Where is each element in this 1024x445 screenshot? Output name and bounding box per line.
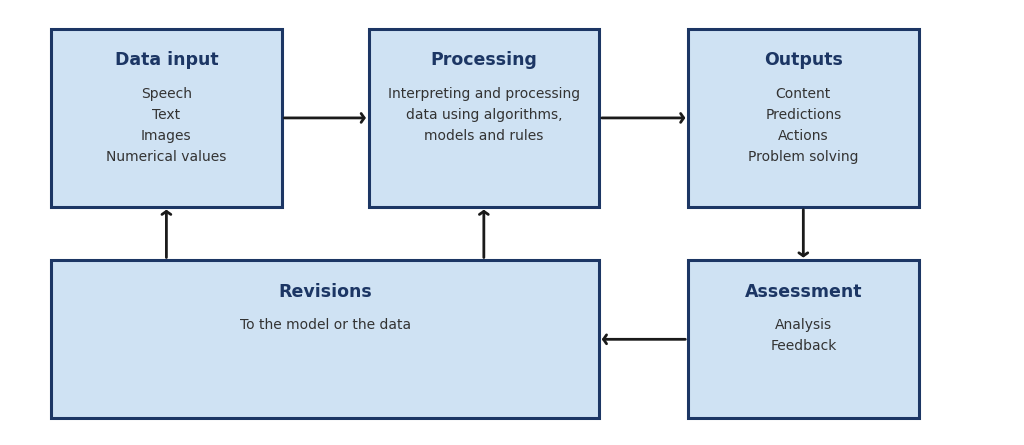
- FancyBboxPatch shape: [688, 29, 919, 207]
- FancyBboxPatch shape: [51, 29, 282, 207]
- Text: Analysis
Feedback: Analysis Feedback: [770, 318, 837, 353]
- FancyBboxPatch shape: [51, 260, 599, 418]
- FancyBboxPatch shape: [369, 29, 599, 207]
- Text: Assessment: Assessment: [744, 283, 862, 300]
- Text: Speech
Text
Images
Numerical values: Speech Text Images Numerical values: [106, 87, 226, 164]
- Text: Outputs: Outputs: [764, 51, 843, 69]
- FancyBboxPatch shape: [688, 260, 919, 418]
- Text: Revisions: Revisions: [279, 283, 372, 300]
- Text: Interpreting and processing
data using algorithms,
models and rules: Interpreting and processing data using a…: [388, 87, 580, 143]
- Text: Content
Predictions
Actions
Problem solving: Content Predictions Actions Problem solv…: [749, 87, 858, 164]
- Text: To the model or the data: To the model or the data: [240, 318, 411, 332]
- Text: Data input: Data input: [115, 51, 218, 69]
- Text: Processing: Processing: [430, 51, 538, 69]
